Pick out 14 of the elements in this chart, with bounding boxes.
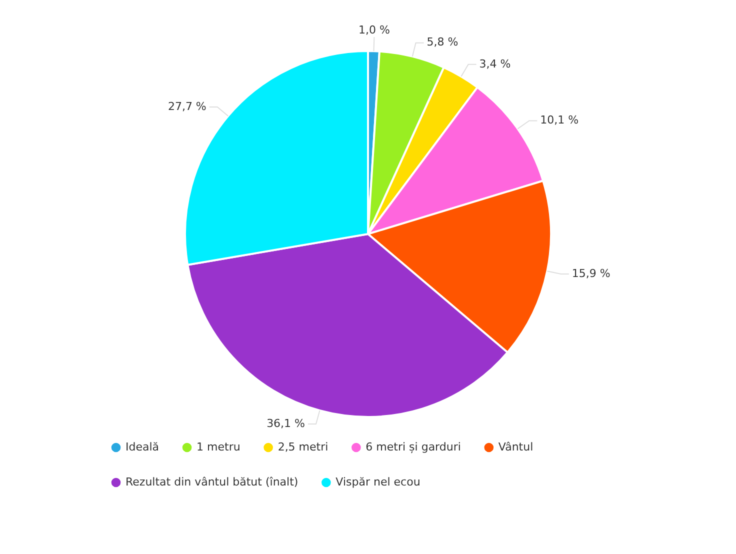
data-label: 1,0 % [358, 23, 390, 36]
data-label: 36,1 % [266, 416, 306, 430]
legend-label: Vântul [498, 440, 534, 454]
data-label: 3,4 % [479, 57, 511, 70]
legend-label: 6 metri și garduri [366, 440, 461, 454]
legend-label: Vispăr nel ecou [336, 475, 420, 488]
data-label: 27,7 % [168, 100, 206, 113]
data-label: 10,1 % [540, 114, 579, 127]
legend-label: Rezultat din vântul bătut (înalt) [126, 475, 298, 488]
data-label: 15,9 % [572, 266, 610, 280]
legend-label: Ideală [126, 440, 160, 454]
legend-label: 2,5 metri [278, 440, 328, 454]
legend-label: 1 metru [196, 440, 240, 454]
data-label: 5,8 % [426, 36, 458, 49]
